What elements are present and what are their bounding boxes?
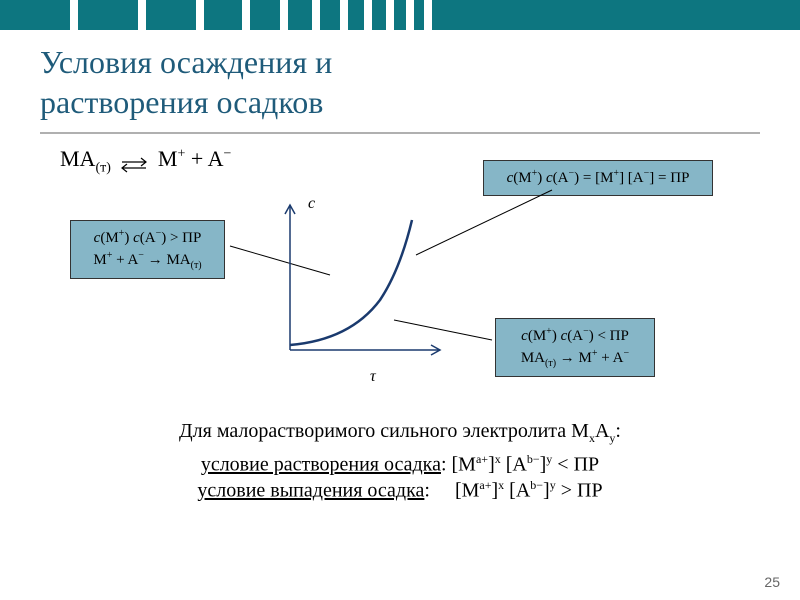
title-line-2: растворения осадков (40, 84, 323, 120)
concentration-chart (280, 200, 460, 360)
condition-box-equilibrium: c(M+) c(A−) = [M+] [A−] = ПР (483, 160, 713, 196)
page-number: 25 (764, 574, 780, 590)
condition-box-dissolution: c(M+) c(A−) < ПРMA(т) → M+ + A− (495, 318, 655, 377)
bottom-precipitation-condition: условие выпадения осадка: [Ma+]x [Ab−]y … (0, 478, 800, 503)
title-underline (40, 132, 760, 134)
y-axis-label: c (308, 195, 315, 213)
top-decorative-bar (0, 0, 800, 30)
main-equation: MA(т) M+ + A− (60, 146, 231, 176)
condition-box-precipitation: c(M+) c(A−) > ПРM+ + A− → MA(т) (70, 220, 225, 279)
bottom-dissolution-condition: условие растворения осадка: [Ma+]x [Ab−]… (0, 452, 800, 477)
x-axis-label: τ (370, 368, 376, 386)
title-line-1: Условия осаждения и (40, 44, 332, 80)
bottom-intro: Для малорастворимого сильного электролит… (0, 420, 800, 446)
slide-title: Условия осаждения и растворения осадков (40, 42, 540, 122)
